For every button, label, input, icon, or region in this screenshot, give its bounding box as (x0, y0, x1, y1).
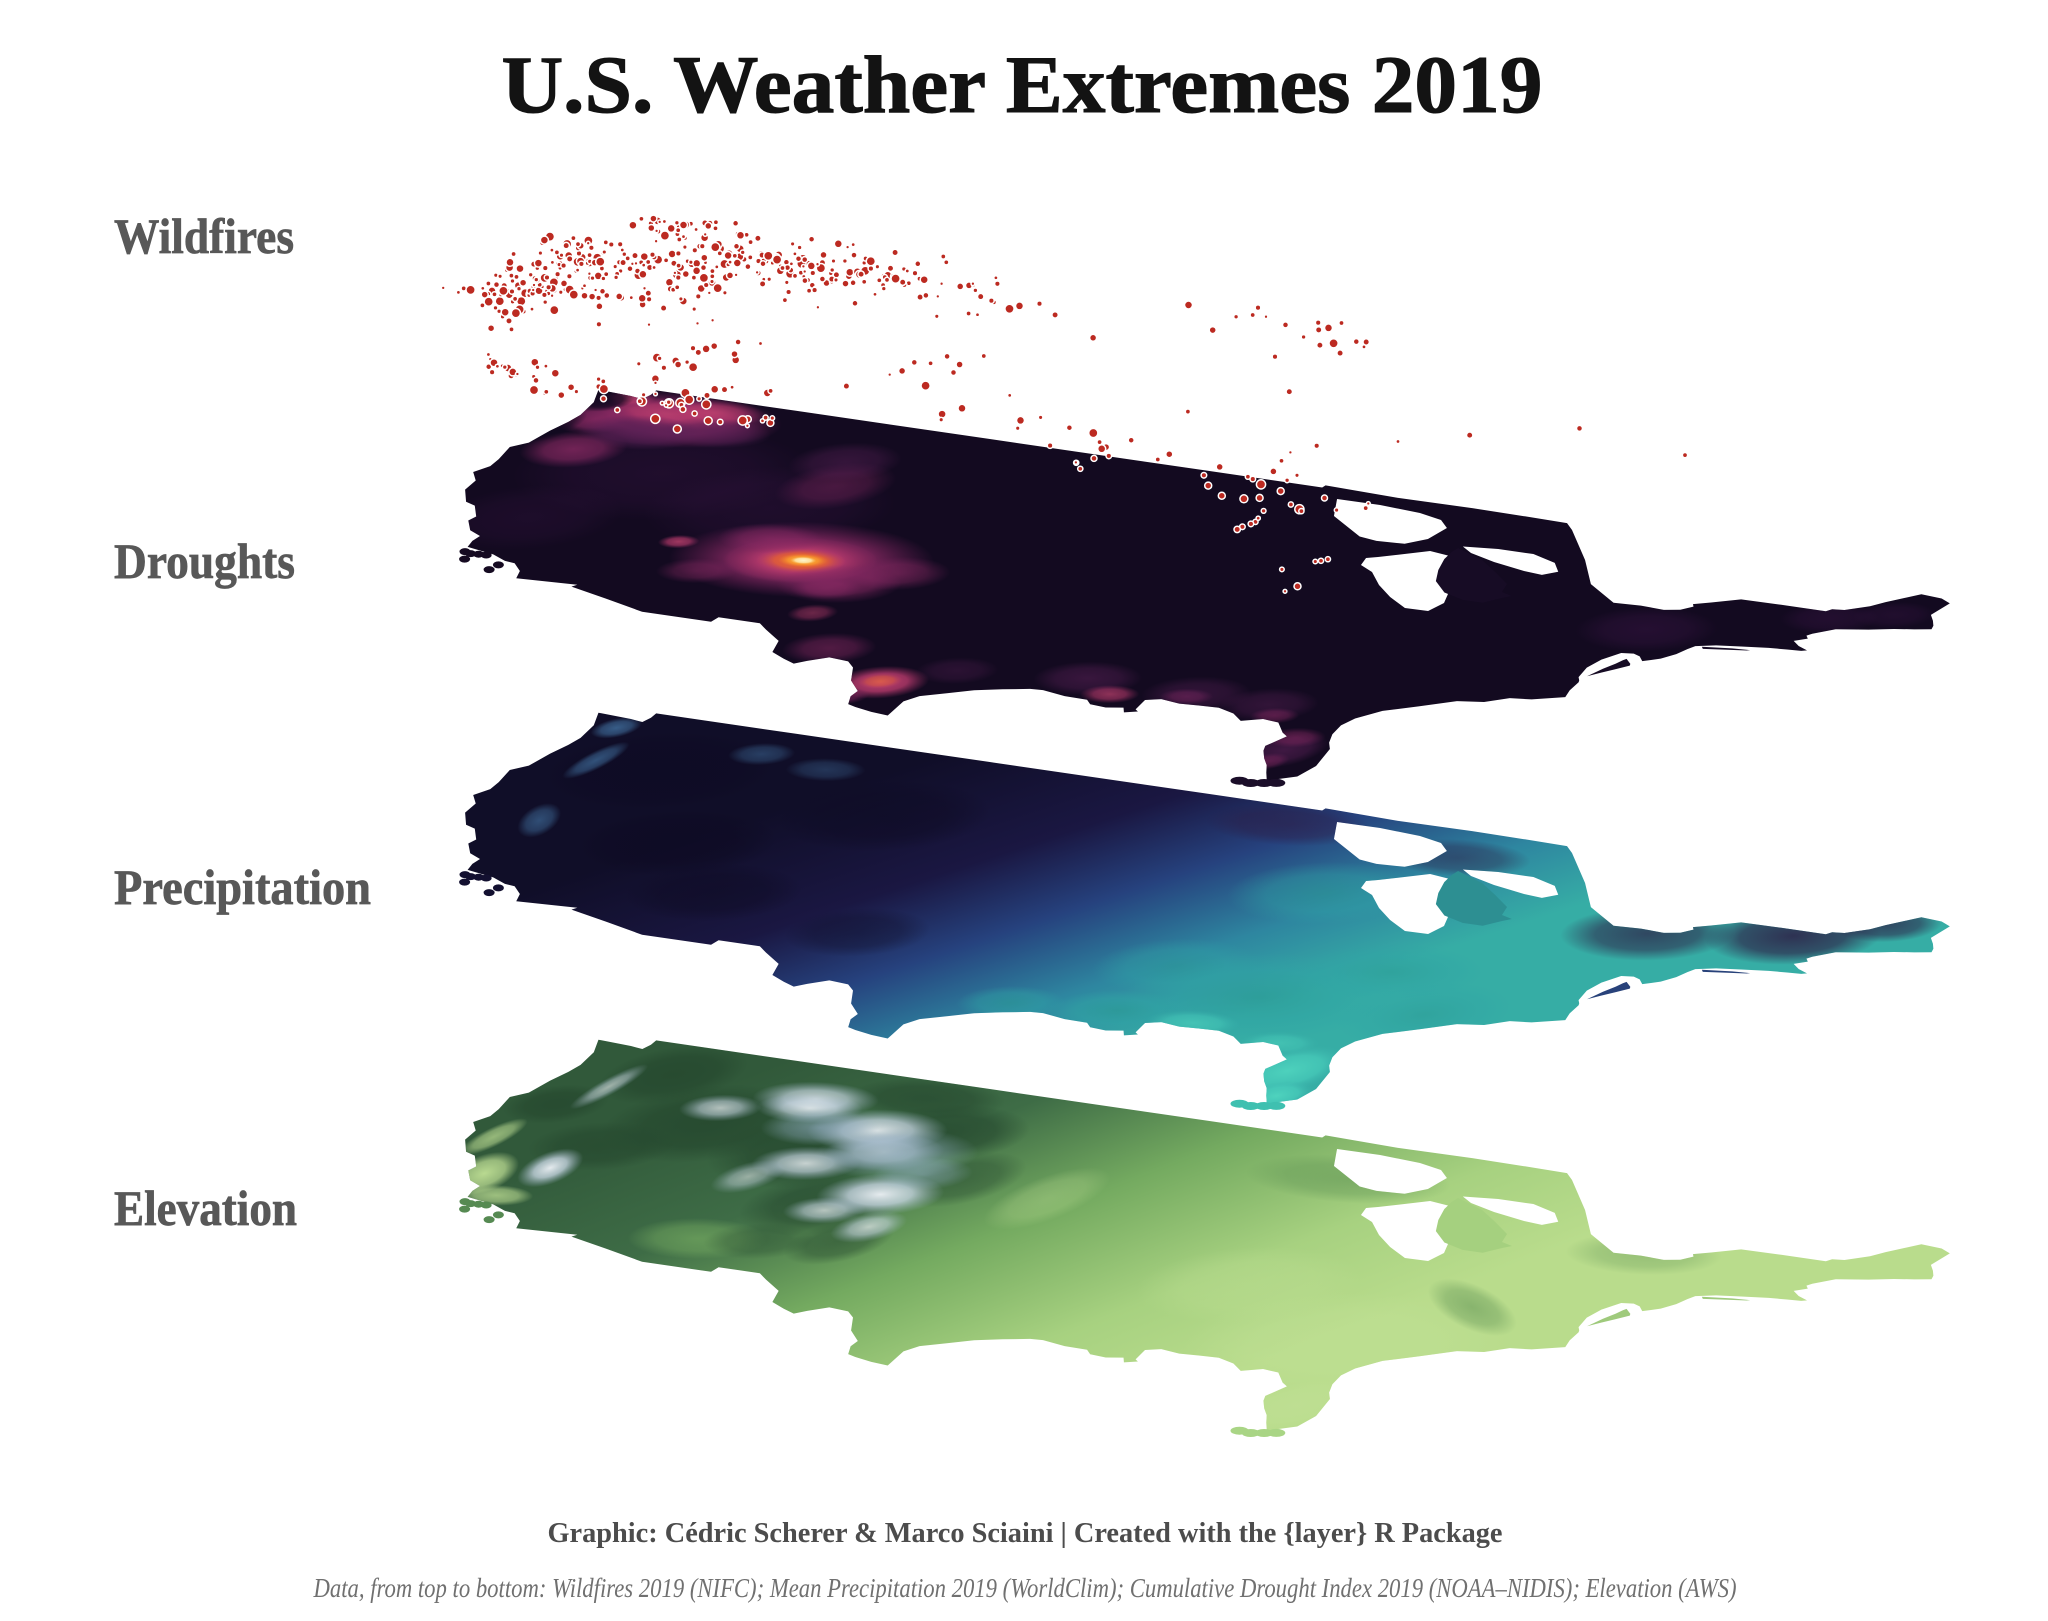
svg-text:U.S. Weather Extremes 2019: U.S. Weather Extremes 2019 (502, 39, 1543, 130)
svg-text:Droughts: Droughts (114, 533, 295, 589)
svg-text:Data, from top to bottom: Wild: Data, from top to bottom: Wildfires 2019… (313, 1573, 1737, 1603)
svg-text:Graphic: Cédric Scherer & Marc: Graphic: Cédric Scherer & Marco Sciaini … (548, 1517, 1503, 1549)
svg-text:Precipitation: Precipitation (114, 859, 371, 915)
svg-text:Wildfires: Wildfires (114, 208, 294, 264)
svg-text:Elevation: Elevation (114, 1180, 297, 1236)
